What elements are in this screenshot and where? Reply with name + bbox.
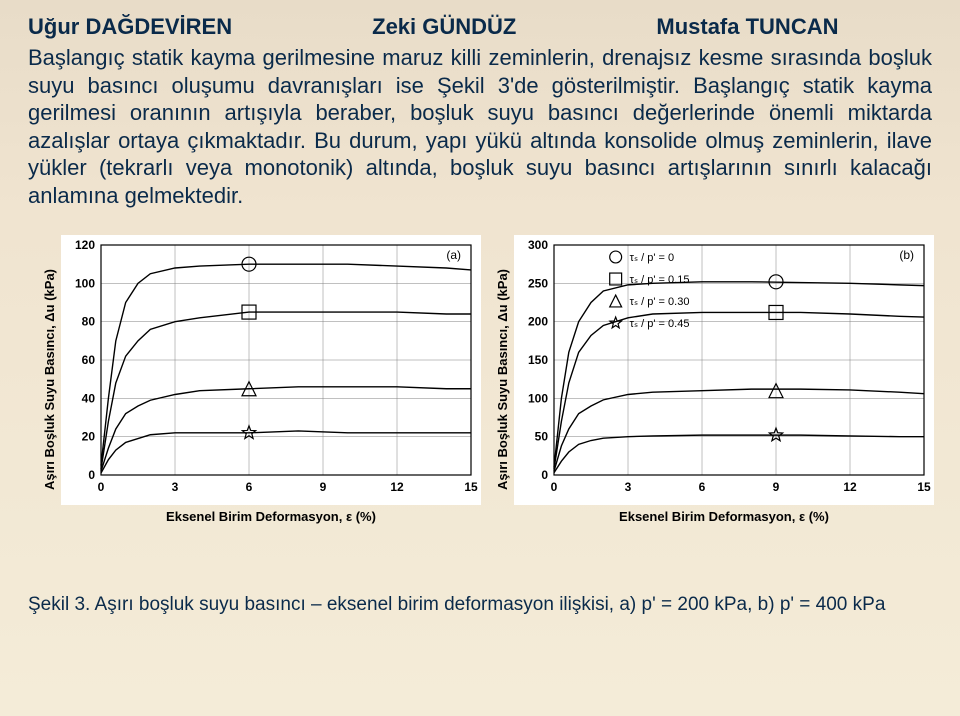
svg-text:200: 200 bbox=[528, 315, 548, 329]
author-3: Mustafa TUNCAN bbox=[656, 14, 838, 40]
svg-text:(b): (b) bbox=[899, 248, 914, 262]
svg-text:τₛ / p' = 0.30: τₛ / p' = 0.30 bbox=[630, 296, 690, 308]
svg-text:12: 12 bbox=[390, 480, 404, 494]
svg-text:τₛ / p' = 0.45: τₛ / p' = 0.45 bbox=[630, 318, 690, 330]
chart-b-wrap: Aşırı Boşluk Suyu Basıncı, Δu (kPa) 0 3 6 9… bbox=[491, 235, 934, 524]
svg-text:15: 15 bbox=[917, 480, 931, 494]
svg-text:3: 3 bbox=[172, 480, 179, 494]
svg-text:15: 15 bbox=[464, 480, 478, 494]
svg-text:150: 150 bbox=[528, 353, 548, 367]
svg-text:(a): (a) bbox=[446, 248, 461, 262]
chart-a-xlabel: Eksenel Birim Deformasyon, ε (%) bbox=[61, 509, 481, 524]
svg-text:6: 6 bbox=[699, 480, 706, 494]
author-1: Uğur DAĞDEVİREN bbox=[28, 14, 232, 40]
svg-text:0: 0 bbox=[541, 468, 548, 482]
svg-text:40: 40 bbox=[82, 391, 96, 405]
chart-b-xlabel: Eksenel Birim Deformasyon, ε (%) bbox=[514, 509, 934, 524]
chart-b-ylabel: Aşırı Boşluk Suyu Basıncı, Δu (kPa) bbox=[491, 269, 514, 490]
svg-text:80: 80 bbox=[82, 315, 96, 329]
svg-text:20: 20 bbox=[82, 430, 96, 444]
svg-text:300: 300 bbox=[528, 238, 548, 252]
figure-caption: Şekil 3. Aşırı boşluk suyu basıncı – eks… bbox=[28, 594, 932, 616]
chart-a-wrap: Aşırı Boşluk Suyu Basıncı, Δu (kPa) 0 3 6 9… bbox=[38, 235, 481, 524]
charts-row: Aşırı Boşluk Suyu Basıncı, Δu (kPa) 0 3 6 9… bbox=[28, 235, 932, 524]
svg-text:τₛ / p' = 0: τₛ / p' = 0 bbox=[630, 252, 674, 264]
svg-text:τₛ / p' = 0.15: τₛ / p' = 0.15 bbox=[630, 274, 690, 286]
chart-b-plot: 03691215050100150200250300(b)τₛ / p' = 0… bbox=[514, 235, 934, 505]
body-paragraph: Başlangıç statik kayma gerilmesine maruz… bbox=[28, 44, 932, 209]
svg-text:0: 0 bbox=[88, 468, 95, 482]
svg-text:0: 0 bbox=[551, 480, 558, 494]
svg-text:100: 100 bbox=[528, 391, 548, 405]
author-2: Zeki GÜNDÜZ bbox=[372, 14, 516, 40]
svg-text:60: 60 bbox=[82, 353, 96, 367]
chart-a-plot: 0 3 6 9 12 15 0 20 40 60 80 100 120 (a) bbox=[61, 235, 481, 505]
svg-text:9: 9 bbox=[320, 480, 327, 494]
svg-text:100: 100 bbox=[75, 276, 95, 290]
authors-row: Uğur DAĞDEVİREN Zeki GÜNDÜZ Mustafa TUNC… bbox=[28, 14, 932, 40]
svg-text:3: 3 bbox=[625, 480, 632, 494]
svg-text:9: 9 bbox=[773, 480, 780, 494]
svg-text:50: 50 bbox=[535, 430, 549, 444]
svg-text:12: 12 bbox=[843, 480, 857, 494]
svg-text:0: 0 bbox=[98, 480, 105, 494]
svg-text:250: 250 bbox=[528, 276, 548, 290]
chart-a-ylabel: Aşırı Boşluk Suyu Basıncı, Δu (kPa) bbox=[38, 269, 61, 490]
svg-text:6: 6 bbox=[246, 480, 253, 494]
svg-text:120: 120 bbox=[75, 238, 95, 252]
